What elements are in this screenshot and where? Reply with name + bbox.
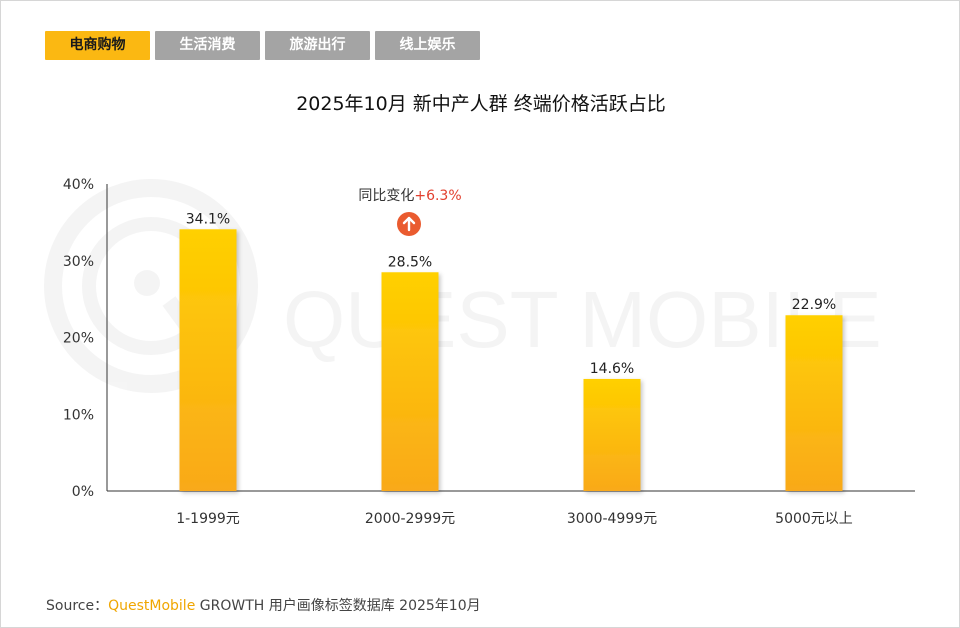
data-label: 22.9% xyxy=(792,297,836,313)
yoy-annotation: 同比变化+6.3% xyxy=(358,188,462,236)
x-tick-label: 1-1999元 xyxy=(176,511,240,527)
data-label: 14.6% xyxy=(590,361,634,377)
x-tick-label: 2000-2999元 xyxy=(365,511,455,527)
bar xyxy=(583,378,641,491)
source-label: Source： xyxy=(46,598,109,614)
data-label: 28.5% xyxy=(388,254,432,270)
source-brand: QuestMobile xyxy=(108,598,196,614)
x-tick-label: 5000元以上 xyxy=(775,511,853,527)
y-tick-label: 30% xyxy=(63,254,94,270)
tab-online-entertainment[interactable]: 线上娱乐 xyxy=(375,31,480,60)
source-rest: GROWTH 用户画像标签数据库 2025年10月 xyxy=(199,598,481,614)
source-note: Source：QuestMobile GROWTH 用户画像标签数据库 2025… xyxy=(46,595,481,615)
y-tick-label: 40% xyxy=(63,177,94,193)
bar xyxy=(179,229,237,491)
watermark: QUEST MOBILE xyxy=(44,179,882,393)
annotation-prefix: 同比变化 xyxy=(358,188,414,204)
category-tabs: 电商购物 生活消费 旅游出行 线上娱乐 xyxy=(45,31,480,60)
x-tick-label: 3000-4999元 xyxy=(567,511,657,527)
tab-travel[interactable]: 旅游出行 xyxy=(265,31,370,60)
y-tick-label: 20% xyxy=(63,331,94,347)
bar xyxy=(381,272,439,491)
bar xyxy=(785,315,843,491)
tab-life-consumption[interactable]: 生活消费 xyxy=(155,31,260,60)
bars: 34.1% 1-1999元 28.5% 2000-2999元 14.6% 3000-499… xyxy=(176,211,853,527)
y-axis: 0% 10% 20% 30% 40% xyxy=(63,177,94,500)
y-tick-label: 0% xyxy=(72,484,94,500)
data-label: 34.1% xyxy=(186,211,230,227)
tab-ecommerce[interactable]: 电商购物 xyxy=(45,31,150,60)
y-tick-label: 10% xyxy=(63,407,94,423)
annotation-change: +6.3% xyxy=(414,188,461,204)
up-arrow-icon xyxy=(397,212,421,236)
chart-title: 2025年10月 新中产人群 终端价格活跃占比 xyxy=(296,93,666,115)
svg-text:同比变化+6.3%: 同比变化+6.3% xyxy=(358,188,461,204)
